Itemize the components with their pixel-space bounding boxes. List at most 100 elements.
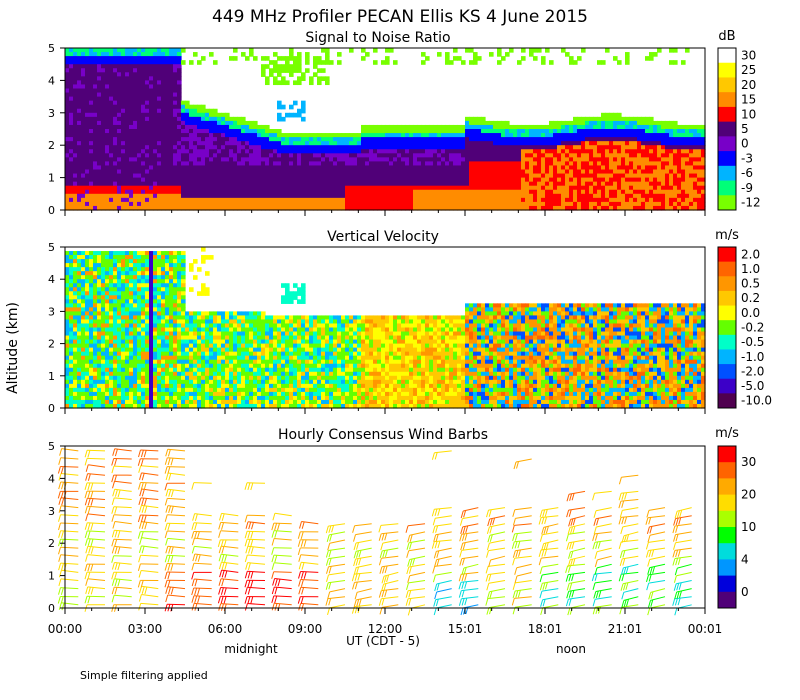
heatmap-cell xyxy=(341,193,346,199)
heatmap-cell xyxy=(273,133,278,138)
heatmap-cell xyxy=(253,137,258,142)
heatmap-cell xyxy=(141,205,146,211)
heatmap-cell xyxy=(85,72,90,77)
heatmap-cell xyxy=(141,177,146,183)
heatmap-cell xyxy=(697,165,702,171)
heatmap-cell xyxy=(165,68,170,73)
heatmap-cell xyxy=(189,108,194,114)
heatmap-cell xyxy=(421,129,426,134)
heatmap-cell xyxy=(633,193,638,199)
heatmap-cell xyxy=(601,120,606,126)
heatmap-cell xyxy=(269,145,274,150)
heatmap-cell xyxy=(681,169,686,175)
heatmap-cell xyxy=(117,157,122,162)
heatmap-cell xyxy=(405,124,410,130)
heatmap-cell xyxy=(273,60,278,65)
heatmap-cell xyxy=(109,124,114,130)
heatmap-cell xyxy=(133,335,138,341)
heatmap-cell xyxy=(93,205,98,211)
heatmap-cell xyxy=(409,201,414,207)
heatmap-cell xyxy=(429,153,434,158)
heatmap-cell xyxy=(701,169,706,175)
heatmap-cell xyxy=(589,173,594,179)
heatmap-cell xyxy=(569,169,574,175)
heatmap-cell xyxy=(661,201,666,207)
heatmap-cell xyxy=(65,124,70,130)
heatmap-cell xyxy=(465,129,470,134)
heatmap-cell xyxy=(161,108,166,114)
heatmap-cell xyxy=(673,193,678,199)
heatmap-cell xyxy=(329,173,334,179)
heatmap-cell xyxy=(113,165,118,171)
heatmap-cell xyxy=(413,173,418,179)
colorbar-swatch xyxy=(718,180,736,196)
heatmap-cell xyxy=(313,181,318,187)
heatmap-cell xyxy=(357,201,362,207)
heatmap-cell xyxy=(125,88,130,94)
heatmap-cell xyxy=(609,133,614,138)
heatmap-cell xyxy=(97,48,102,53)
heatmap-cell xyxy=(389,189,394,195)
heatmap-cell xyxy=(153,165,158,171)
heatmap-cell xyxy=(457,177,462,183)
heatmap-cell xyxy=(129,275,134,280)
heatmap-cell xyxy=(249,201,254,207)
heatmap-cell xyxy=(181,108,186,114)
heatmap-cell xyxy=(613,189,618,195)
heatmap-cell xyxy=(73,267,78,272)
heatmap-cell xyxy=(217,157,222,162)
heatmap-cell xyxy=(105,48,110,53)
heatmap-cell xyxy=(497,137,502,142)
heatmap-cell xyxy=(245,177,250,183)
heatmap-cell xyxy=(481,145,486,150)
heatmap-cell xyxy=(525,193,530,199)
heatmap-cell xyxy=(65,165,70,171)
heatmap-cell xyxy=(421,145,426,150)
heatmap-cell xyxy=(185,133,190,138)
heatmap-cell xyxy=(337,181,342,187)
heatmap-cell xyxy=(197,173,202,179)
heatmap-cell xyxy=(641,189,646,195)
heatmap-cell xyxy=(497,161,502,167)
heatmap-cell xyxy=(333,189,338,195)
heatmap-cell xyxy=(209,108,214,114)
heatmap-cell xyxy=(65,255,70,260)
heatmap-cell xyxy=(141,60,146,65)
heatmap-cell xyxy=(169,80,174,86)
heatmap-cell xyxy=(173,52,178,57)
heatmap-cell xyxy=(513,181,518,187)
heatmap-cell xyxy=(93,315,98,321)
heatmap-cell xyxy=(357,189,362,195)
heatmap-cell xyxy=(621,137,626,142)
heatmap-cell xyxy=(377,189,382,195)
heatmap-cell xyxy=(137,145,142,150)
heatmap-cell xyxy=(461,60,466,65)
heatmap-cell xyxy=(97,108,102,114)
heatmap-cell xyxy=(93,283,98,288)
heatmap-cell xyxy=(69,303,74,308)
heatmap-cell xyxy=(681,189,686,195)
heatmap-cell xyxy=(429,124,434,130)
heatmap-cell xyxy=(273,189,278,195)
heatmap-cell xyxy=(197,141,202,146)
heatmap-cell xyxy=(69,96,74,102)
heatmap-cell xyxy=(157,68,162,73)
heatmap-cell xyxy=(117,359,122,365)
heatmap-cell xyxy=(65,112,70,118)
heatmap-cell xyxy=(649,205,654,211)
heatmap-cell xyxy=(133,72,138,77)
heatmap-cell xyxy=(453,161,458,167)
heatmap-cell xyxy=(473,201,478,207)
heatmap-cell xyxy=(121,295,126,300)
heatmap-cell xyxy=(121,161,126,167)
heatmap-cell xyxy=(293,68,298,73)
heatmap-cell xyxy=(445,205,450,211)
heatmap-cell xyxy=(265,133,270,138)
heatmap-cell xyxy=(321,205,326,211)
heatmap-cell xyxy=(169,56,174,61)
heatmap-cell xyxy=(225,169,230,175)
heatmap-cell xyxy=(481,157,486,162)
heatmap-cell xyxy=(93,295,98,300)
heatmap-cell xyxy=(545,189,550,195)
